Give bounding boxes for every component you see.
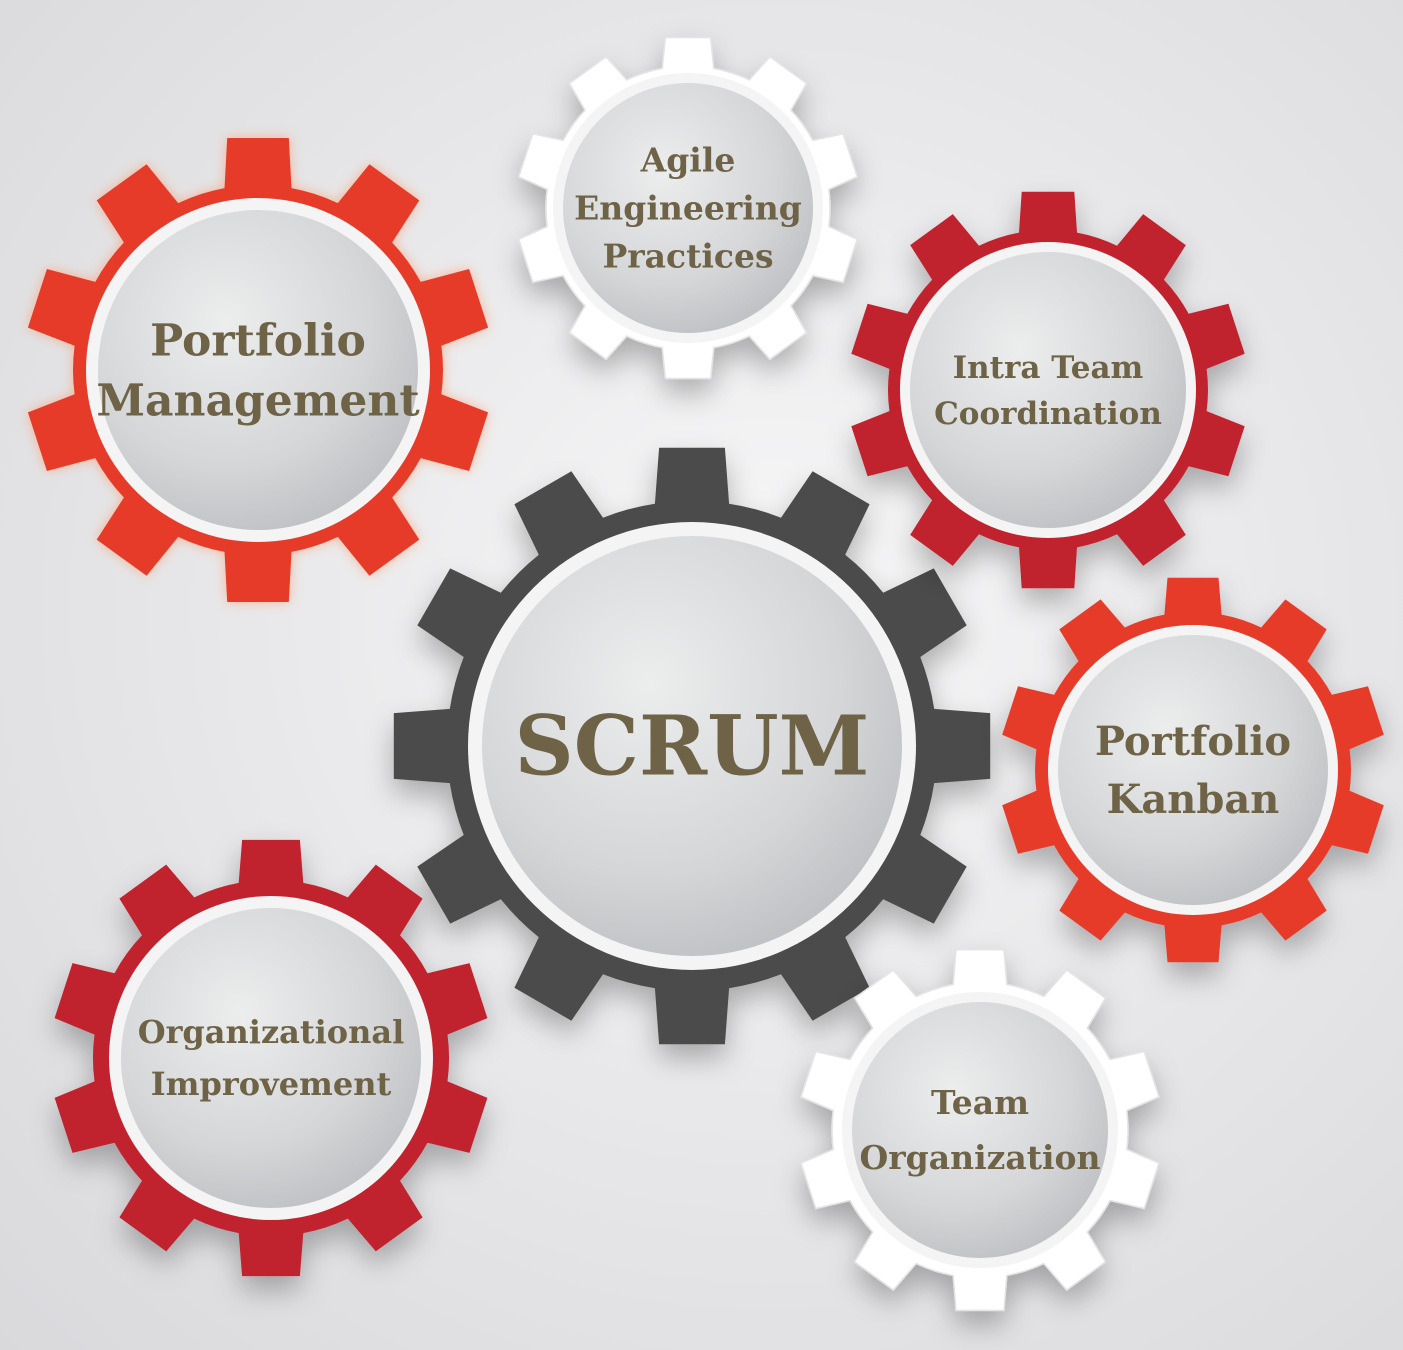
gear-label-line: Improvement (151, 1065, 392, 1103)
gear-label-line: Intra Team (953, 350, 1144, 386)
gear-intra-team-coordination: Intra Team Coordination (851, 191, 1245, 589)
gear-scrum: SCRUM (393, 447, 991, 1045)
gear-label-line: Portfolio (1095, 718, 1291, 765)
gear-organizational-improvement: Organizational Improvement (54, 839, 488, 1277)
gear-label-organizational-improvement: Organizational Improvement (138, 1013, 405, 1103)
gear-portfolio-management: Portfolio Management (27, 138, 489, 602)
gear-label-portfolio-management: Portfolio Management (96, 315, 420, 426)
gear-label-scrum: SCRUM (515, 699, 870, 795)
gear-label-line: Coordination (934, 396, 1162, 432)
gear-label-line: Management (96, 375, 420, 426)
gear-label-line: Organizational (138, 1013, 405, 1051)
gear-label-line: Kanban (1107, 776, 1280, 823)
gear-hub-scrum (482, 536, 902, 956)
gear-label-line: SCRUM (515, 699, 870, 795)
gear-label-team-organization: Team Organization (859, 1083, 1100, 1177)
gear-hub-intra-team-coordination (910, 252, 1186, 528)
gear-hub-agile-engineering-practices (563, 83, 813, 333)
gear-label-line: Agile (640, 141, 736, 180)
gear-team-organization: Team Organization (800, 948, 1160, 1312)
gear-hub-team-organization (852, 1002, 1108, 1258)
gear-hub-portfolio-management (98, 210, 418, 530)
gear-hub-portfolio-kanban (1058, 635, 1328, 905)
gear-hub-organizational-improvement (121, 908, 421, 1208)
gear-label-line: Organization (859, 1138, 1100, 1177)
gear-label-line: Practices (602, 237, 773, 276)
gear-label-line: Engineering (574, 189, 802, 228)
gear-label-line: Portfolio (150, 315, 366, 366)
gear-label-portfolio-kanban: Portfolio Kanban (1095, 718, 1291, 823)
gear-agile-engineering-practices: Agile Engineering Practices (517, 36, 859, 380)
gear-label-intra-team-coordination: Intra Team Coordination (934, 350, 1162, 432)
gear-label-agile-engineering-practices: Agile Engineering Practices (574, 141, 802, 276)
gear-label-line: Team (931, 1083, 1029, 1122)
gear-portfolio-kanban: Portfolio Kanban (1002, 577, 1384, 963)
